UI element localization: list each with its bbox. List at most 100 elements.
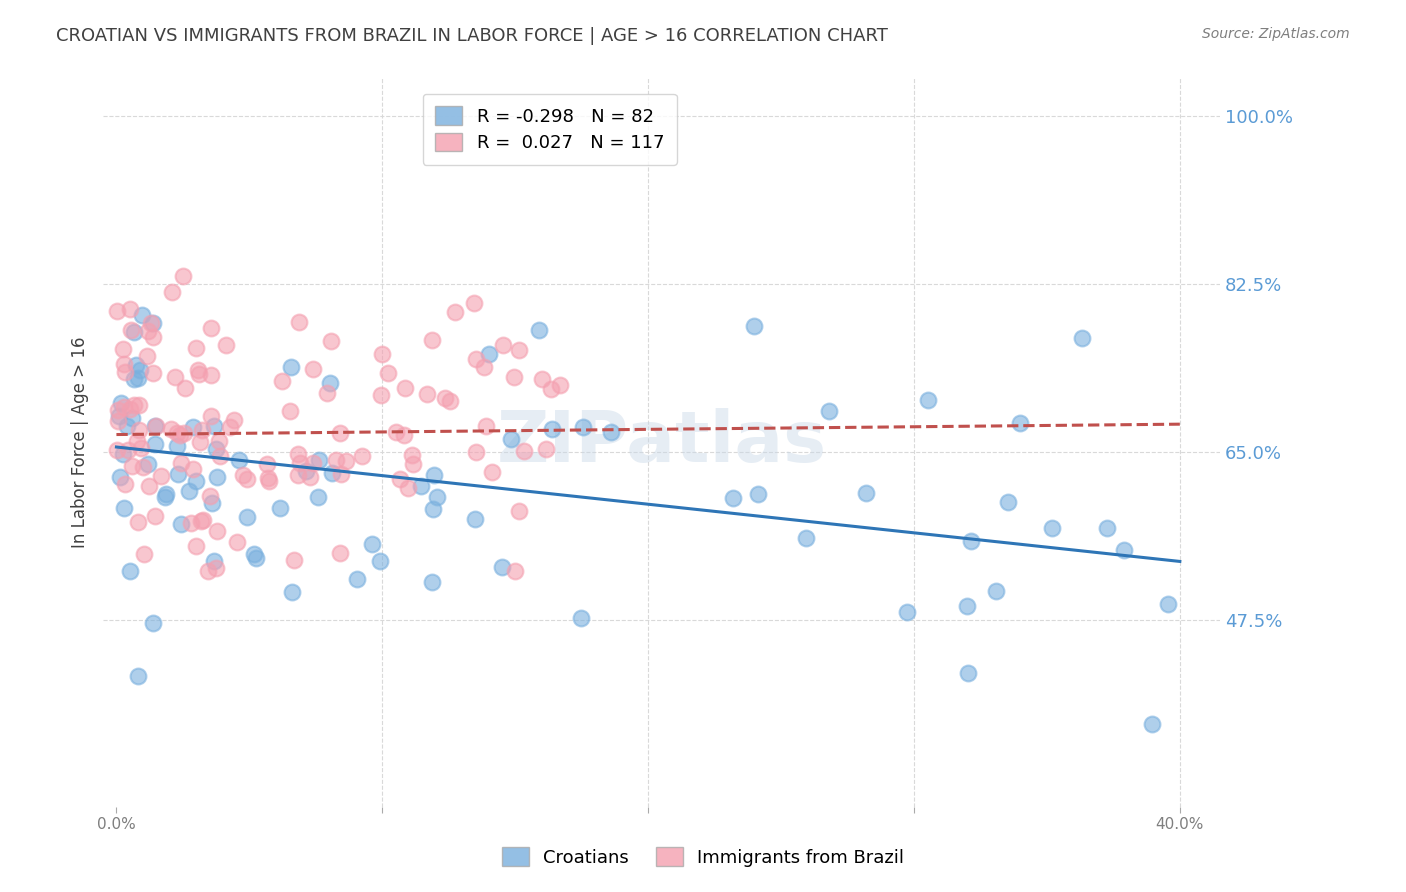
Point — [444, 305, 467, 319]
Point — [385, 425, 408, 440]
Point — [481, 465, 503, 479]
Point — [499, 432, 522, 446]
Point — [283, 553, 305, 567]
Point — [478, 347, 501, 361]
Point — [142, 615, 165, 630]
Point — [232, 467, 254, 482]
Point — [259, 474, 281, 488]
Point — [105, 303, 128, 318]
Point — [330, 467, 353, 482]
Point — [184, 341, 207, 355]
Point — [346, 572, 368, 586]
Point — [128, 423, 150, 437]
Point — [281, 585, 304, 599]
Point — [394, 428, 416, 442]
Point — [271, 374, 294, 388]
Point — [205, 470, 228, 484]
Point — [295, 464, 318, 478]
Point — [180, 516, 202, 530]
Point — [396, 482, 419, 496]
Point — [112, 501, 135, 516]
Point — [1010, 416, 1032, 430]
Point — [150, 469, 173, 483]
Point — [166, 439, 188, 453]
Point — [1140, 717, 1163, 731]
Point — [917, 393, 939, 408]
Point — [136, 324, 159, 338]
Point — [319, 376, 342, 391]
Point — [287, 447, 309, 461]
Point — [280, 360, 302, 375]
Point — [541, 422, 564, 436]
Point — [474, 419, 496, 434]
Point — [236, 509, 259, 524]
Point — [145, 418, 167, 433]
Point — [508, 504, 530, 518]
Point — [125, 434, 148, 449]
Point — [550, 378, 572, 392]
Point — [111, 447, 134, 461]
Point — [188, 368, 211, 382]
Point — [472, 360, 495, 375]
Point — [360, 537, 382, 551]
Point — [302, 456, 325, 470]
Point — [245, 550, 267, 565]
Point — [502, 369, 524, 384]
Point — [329, 425, 352, 440]
Point — [121, 458, 143, 473]
Point — [127, 371, 149, 385]
Point — [956, 599, 979, 614]
Point — [465, 352, 488, 367]
Point — [208, 449, 231, 463]
Point — [257, 471, 280, 485]
Point — [107, 413, 129, 427]
Point — [569, 611, 592, 625]
Point — [794, 531, 817, 545]
Point — [723, 491, 745, 506]
Point — [131, 308, 153, 322]
Point — [215, 337, 238, 351]
Point — [131, 459, 153, 474]
Point — [181, 420, 204, 434]
Point — [540, 382, 562, 396]
Point — [120, 323, 142, 337]
Point — [465, 444, 488, 458]
Point — [325, 452, 347, 467]
Point — [315, 386, 337, 401]
Point — [110, 396, 132, 410]
Point — [319, 334, 342, 349]
Point — [401, 448, 423, 462]
Point — [160, 285, 183, 299]
Point — [572, 420, 595, 434]
Point — [389, 472, 412, 486]
Point — [205, 442, 228, 457]
Point — [202, 554, 225, 568]
Y-axis label: In Labor Force | Age > 16: In Labor Force | Age > 16 — [72, 336, 89, 548]
Point — [172, 269, 194, 284]
Point — [855, 485, 877, 500]
Point — [370, 554, 392, 568]
Legend: R = -0.298   N = 82, R =  0.027   N = 117: R = -0.298 N = 82, R = 0.027 N = 117 — [423, 94, 676, 165]
Text: Source: ZipAtlas.com: Source: ZipAtlas.com — [1202, 27, 1350, 41]
Point — [107, 403, 129, 417]
Point — [508, 343, 530, 357]
Point — [959, 534, 981, 549]
Point — [420, 333, 443, 347]
Point — [120, 301, 142, 316]
Point — [114, 365, 136, 379]
Point — [135, 349, 157, 363]
Point — [290, 456, 312, 470]
Point — [308, 453, 330, 467]
Point — [423, 468, 446, 483]
Point — [124, 325, 146, 339]
Point — [1042, 521, 1064, 535]
Point — [173, 425, 195, 440]
Point — [200, 409, 222, 423]
Point — [288, 315, 311, 329]
Point — [328, 546, 350, 560]
Point — [187, 363, 209, 377]
Point — [153, 490, 176, 504]
Point — [179, 484, 201, 499]
Point — [138, 479, 160, 493]
Point — [143, 418, 166, 433]
